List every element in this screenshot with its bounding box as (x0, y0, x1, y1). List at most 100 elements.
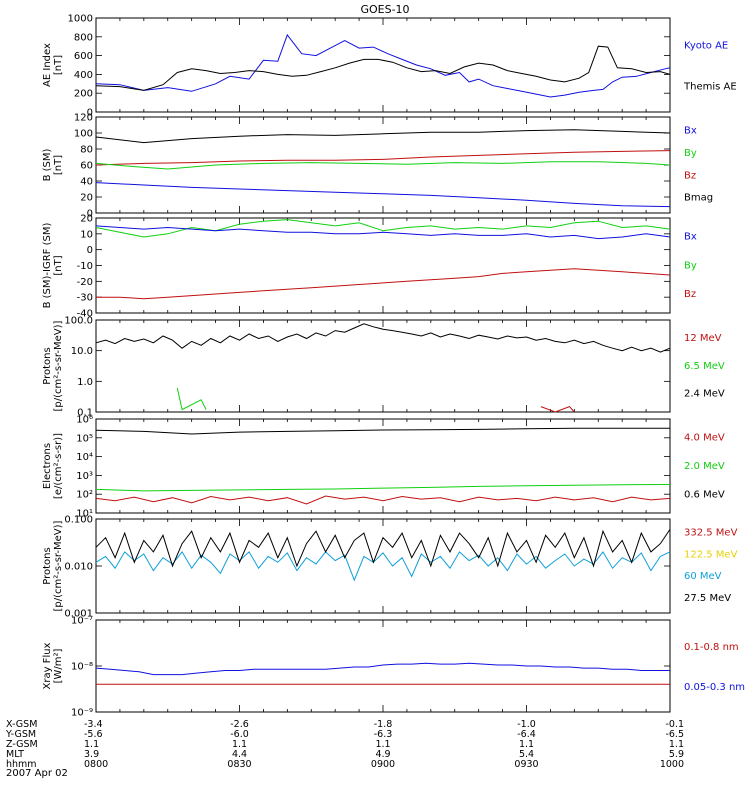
legend-entry: 0.05-0.3 nm (684, 682, 745, 693)
y-tick-label: 10⁻⁹ (71, 708, 93, 719)
ephemeris-value: -2.6 (230, 719, 249, 730)
y-axis-label: Electrons (42, 443, 53, 489)
ephemeris-value: -0.1 (665, 719, 684, 730)
legend-entry: Kyoto AE (684, 41, 728, 52)
y-tick-label: 400 (74, 70, 93, 81)
y-tick-label: 0.001 (64, 609, 93, 620)
y-tick-label: 0 (87, 245, 93, 256)
ephemeris-value: -6.0 (230, 729, 249, 740)
series-12-mev (540, 406, 575, 413)
y-axis-label: [e/(cm²-s-sr)] (53, 433, 64, 499)
ephemeris-value: 0830 (227, 759, 251, 770)
y-axis-label: B (SM)-IGRF (SM) (42, 223, 53, 309)
panel-electrons: 10¹ 10² 10³ 10⁴ 10⁵ 10⁶ Electrons [e/(cm²-s-sr)… (42, 415, 725, 520)
y-tick-label: 1.0 (77, 377, 93, 388)
y-tick-label: 10⁵ (76, 433, 93, 444)
panel-protons_low: 0.1 1.0 10.0 100.0 Protons [p/(cm²-s-sr-MeV)]… (42, 316, 725, 419)
y-tick-label: 800 (74, 32, 93, 43)
ephemeris-value: -1.0 (517, 719, 536, 730)
legend-entry: Bx (684, 126, 697, 137)
ephemeris-value: 4.9 (375, 749, 390, 760)
y-axis-label: B (SM) (42, 148, 53, 181)
y-axis-label: [nT] (53, 55, 64, 75)
ephemeris-label: Z-GSM (6, 739, 38, 750)
series-4-0-mev (95, 495, 671, 505)
panel-xray: 10⁻⁹ 10⁻⁸ 10⁻⁷ Xray Flux [W/m²] 0.1-0.8 nm 0.0… (42, 616, 745, 719)
y-tick-label: 10⁴ (76, 452, 93, 463)
legend-entry: 4.0 MeV (684, 432, 725, 443)
series-bx (95, 182, 671, 208)
y-tick-label: 0.1 (77, 408, 93, 419)
ephemeris-value: -6.5 (665, 729, 684, 740)
ephemeris-value: 1.1 (669, 739, 684, 750)
series-kyoto-ae (95, 33, 671, 98)
legend-entry: 27.5 MeV (684, 593, 731, 604)
legend-entry: By (684, 148, 697, 159)
ephemeris-value: 0900 (371, 759, 395, 770)
y-tick-label: 60 (80, 161, 93, 172)
y-tick-label: 10⁻⁸ (71, 662, 93, 673)
legend-entry: 6.5 MeV (684, 361, 725, 372)
y-tick-label: 0.100 (64, 515, 93, 526)
y-tick-label: 1000 (68, 14, 93, 25)
ephemeris-label: Y-GSM (5, 729, 36, 740)
ephemeris-value: 1.1 (519, 739, 534, 750)
panel-frame (95, 619, 671, 713)
ephemeris-value: 5.4 (519, 749, 534, 760)
legend-entry: 12 MeV (684, 333, 722, 344)
ephemeris-table: 2007 Apr 02 X-GSM -3.4 -2.6 -1.8 -1.0 -0.1 Y-G… (5, 719, 684, 779)
series-bz (95, 150, 671, 166)
ephemeris-value: -6.4 (517, 729, 536, 740)
legend-entry: 60 MeV (684, 571, 722, 582)
ephemeris-value: -6.3 (374, 729, 393, 740)
series-bmag (95, 129, 671, 144)
legend-entry: 0.1-0.8 nm (684, 642, 739, 653)
y-tick-label: 10.0 (71, 346, 93, 357)
y-axis-label: [p/(cm²-s-sr-MeV)] (53, 320, 64, 411)
panel-frame (95, 116, 671, 214)
y-tick-label: -30 (77, 293, 93, 304)
series-by (95, 219, 671, 238)
ephemeris-value: 1.1 (375, 739, 390, 750)
panel-frame (95, 518, 671, 614)
y-tick-label: 10⁻⁷ (71, 616, 93, 627)
chart-title: GOES-10 (360, 3, 409, 16)
y-tick-label: -10 (77, 261, 93, 272)
panel-protons_high: 0.001 0.010 0.100 Protons [p/(cm²-s-sr-MeV)]… (42, 515, 738, 620)
series-0-6-mev (95, 427, 670, 435)
y-tick-label: 10⁶ (76, 415, 93, 426)
ephemeris-value: 1.1 (232, 739, 247, 750)
y-tick-label: 80 (80, 145, 93, 156)
series-0-05-0-3-nm (95, 662, 670, 676)
ephemeris-value: 0800 (84, 759, 108, 770)
y-tick-label: 20 (80, 193, 93, 204)
legend-entry: Bz (684, 289, 696, 300)
legend-entry: Themis AE (683, 82, 737, 93)
y-tick-label: -40 (77, 309, 93, 320)
y-axis-label: Xray Flux (42, 642, 53, 689)
y-axis-label: Protons (42, 547, 53, 584)
legend-entry: 2.0 MeV (684, 461, 725, 472)
y-axis-label: [p/(cm²-s-sr-MeV)] (53, 520, 64, 611)
y-tick-label: 120 (74, 113, 93, 124)
y-tick-label: 10³ (76, 471, 93, 482)
ephemeris-value: -1.8 (374, 719, 393, 730)
date-label: 2007 Apr 02 (6, 768, 68, 779)
series-themis-ae (95, 45, 671, 91)
panel-bfield: 0 20 40 60 80 100 120 B (SM) [nT] Bx By Bz Bmag (42, 113, 713, 220)
y-tick-label: 10¹ (76, 509, 93, 520)
y-tick-label: 20 (80, 214, 93, 225)
ephemeris-label: X-GSM (6, 719, 37, 730)
ephemeris-value: -3.4 (84, 719, 103, 730)
ephemeris-value: -5.6 (84, 729, 103, 740)
y-tick-label: 200 (74, 89, 93, 100)
series-27-5-mev (95, 529, 671, 568)
ephemeris-value: 0930 (514, 759, 538, 770)
panel-frame (95, 319, 671, 413)
series-6-5-mev (176, 387, 207, 411)
y-axis-label: AE Index (42, 43, 53, 87)
legend-entry: 332.5 MeV (684, 527, 738, 538)
y-axis-label: [nT] (53, 155, 64, 175)
